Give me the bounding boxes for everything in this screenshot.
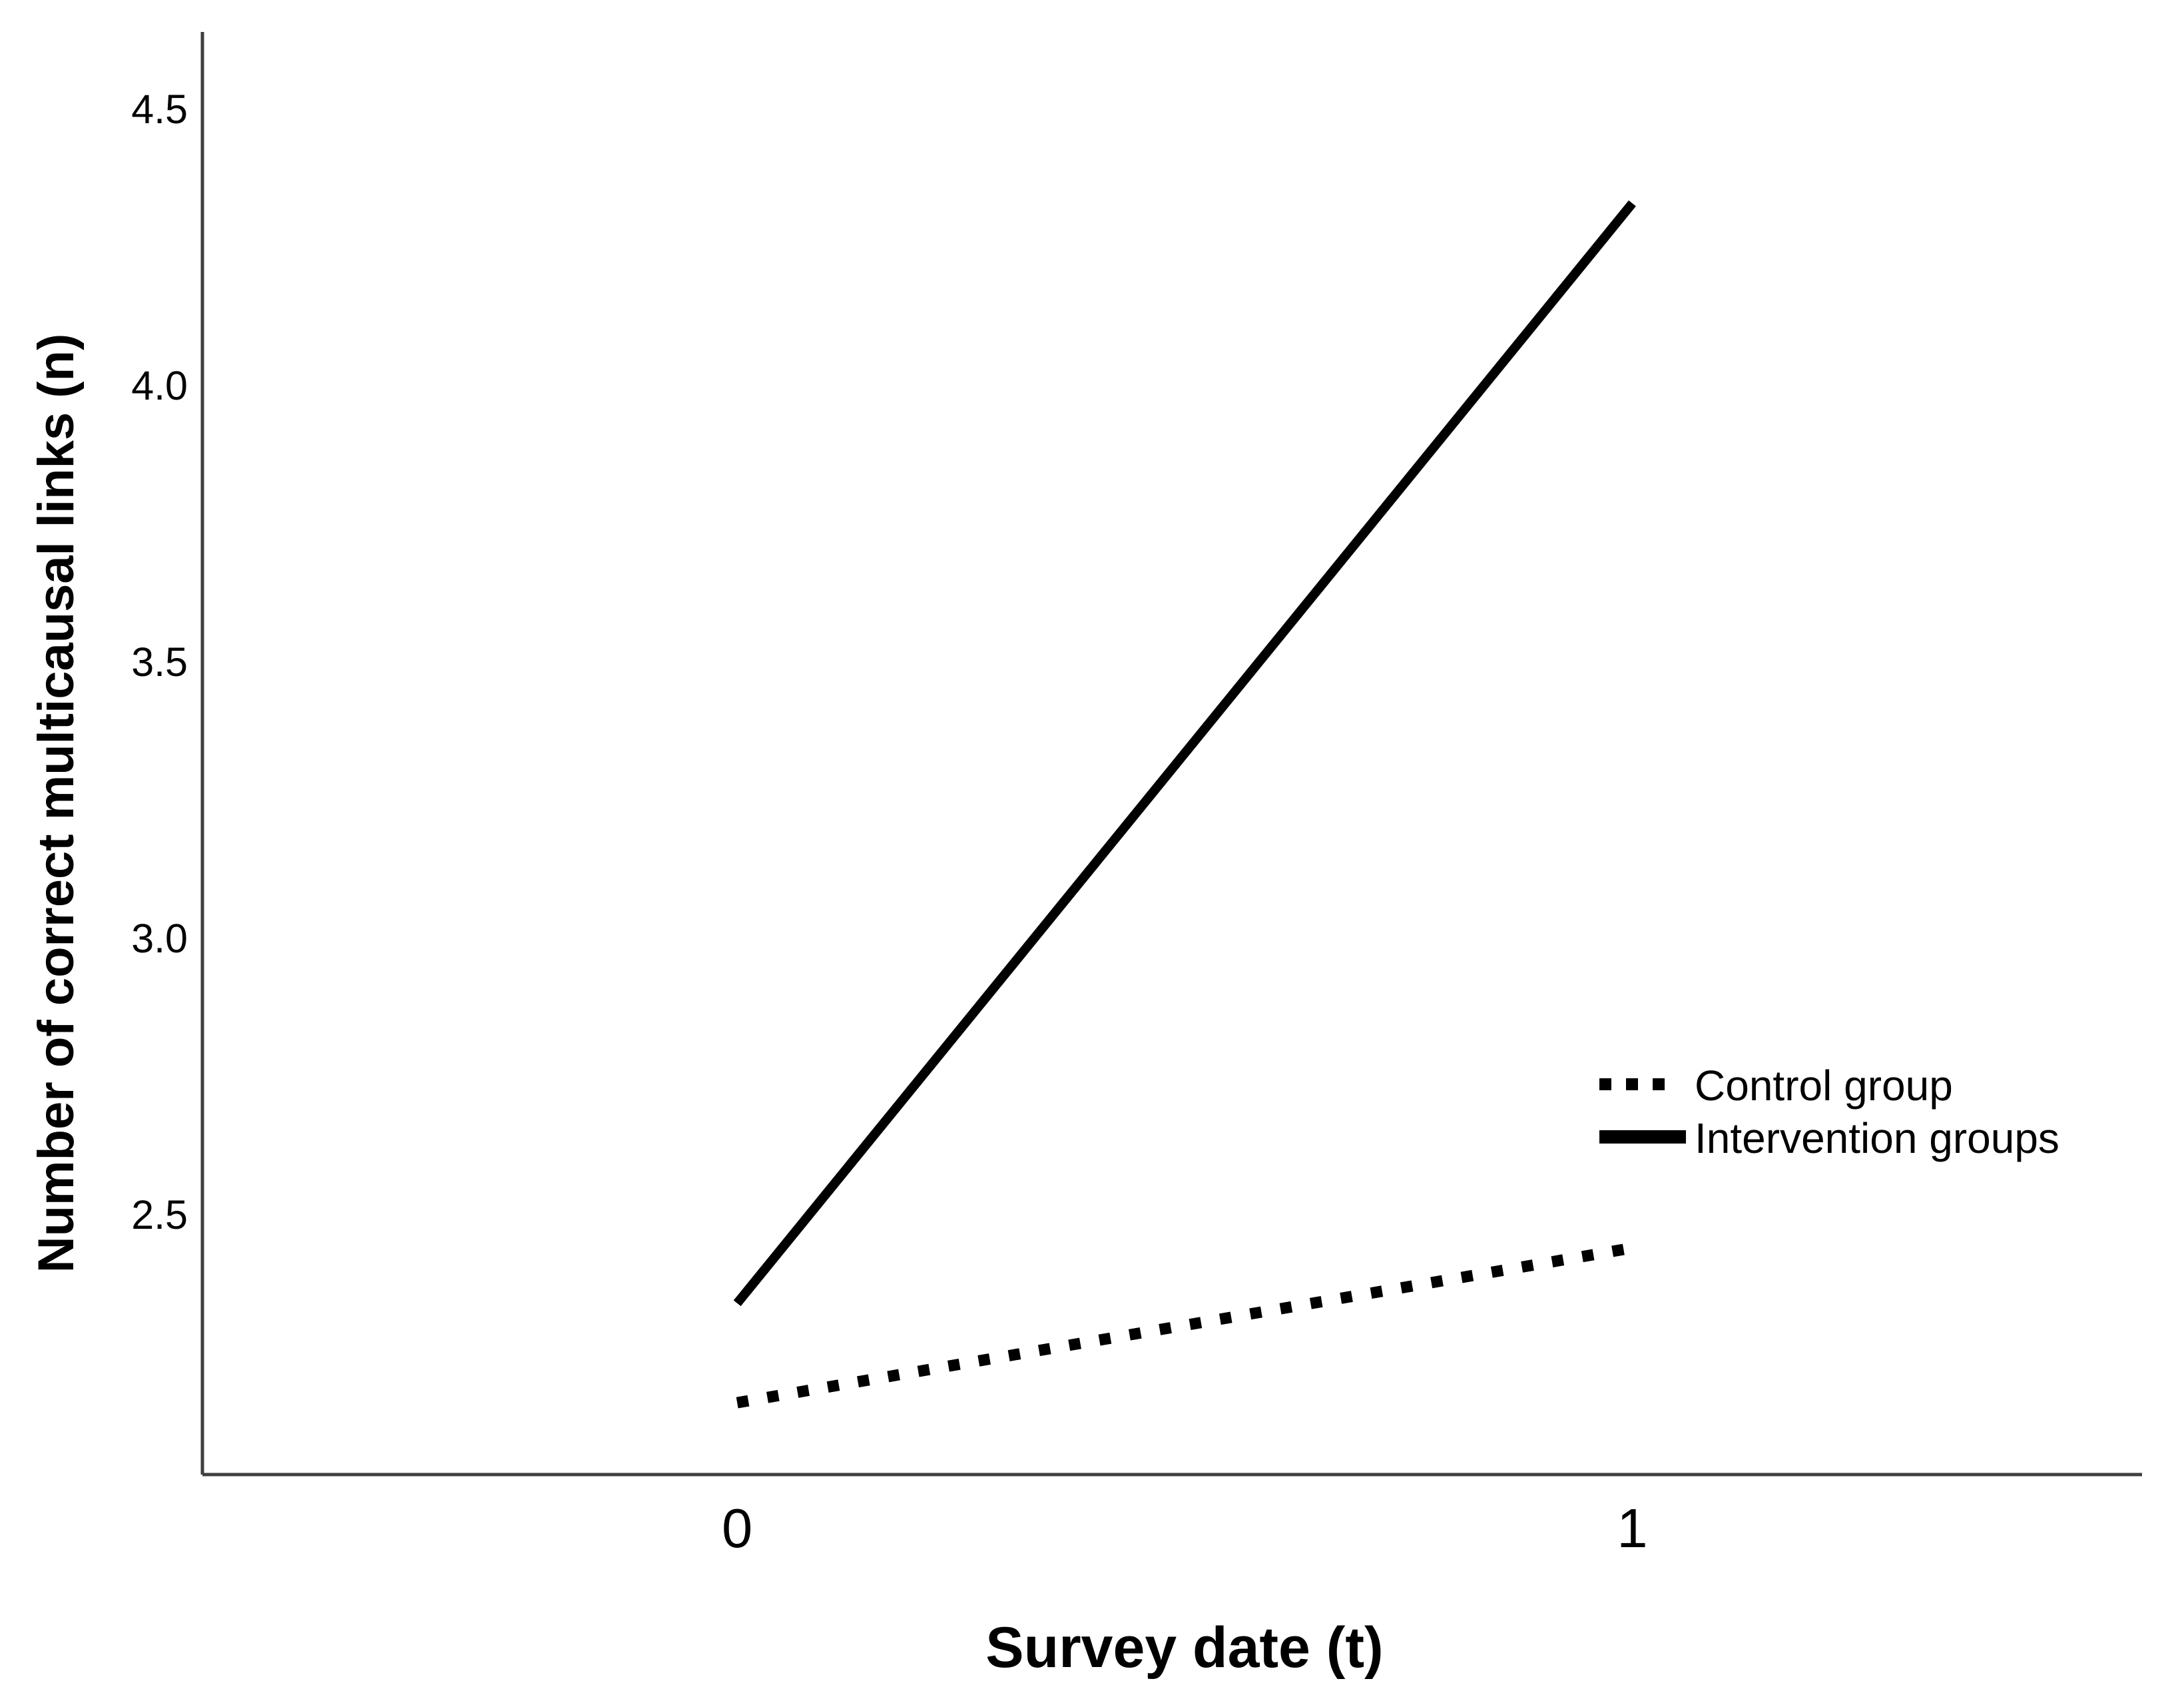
x-axis-title: Survey date (t) (985, 1616, 1383, 1680)
legend-item-intervention-groups: Intervention groups (1599, 1114, 2059, 1162)
legend-label-control-group: Control group (1695, 1062, 1953, 1110)
legend: Control group Intervention groups (1599, 1062, 2059, 1162)
y-tick-label: 4.0 (131, 363, 188, 408)
y-tick-label: 4.5 (131, 87, 188, 132)
legend-item-control-group: Control group (1599, 1062, 1953, 1110)
y-tick-label: 2.5 (131, 1192, 188, 1237)
series-line-control-group (736, 1242, 1633, 1409)
legend-label-intervention-groups: Intervention groups (1695, 1114, 2059, 1162)
y-axis-title: Number of correct multicausal links (n) (28, 334, 85, 1273)
y-tick-label: 3.5 (131, 639, 188, 685)
y-axis-tick-labels: 2.5 3.0 3.5 4.0 4.5 (131, 87, 188, 1237)
series-line-intervention-groups (733, 200, 1636, 1307)
x-tick-label: 0 (722, 1497, 752, 1559)
x-tick-label: 1 (1617, 1497, 1647, 1559)
y-tick-label: 3.0 (131, 916, 188, 961)
data-series-group (733, 200, 1636, 1409)
